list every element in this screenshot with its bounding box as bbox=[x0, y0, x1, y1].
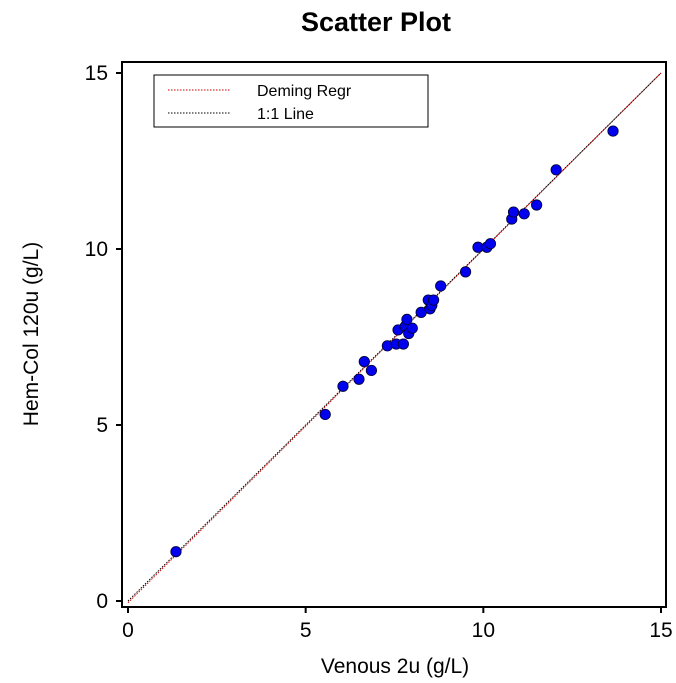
data-point bbox=[365, 364, 378, 377]
legend-box bbox=[153, 74, 429, 128]
data-point bbox=[397, 338, 409, 350]
data-point bbox=[518, 208, 530, 220]
x-tick-label: 15 bbox=[649, 619, 672, 642]
legend-label-deming: Deming Regr bbox=[257, 83, 352, 100]
deming-regression-line bbox=[127, 72, 662, 604]
data-point bbox=[358, 356, 370, 368]
data-point bbox=[170, 546, 182, 558]
data-point bbox=[406, 322, 418, 334]
x-axis-label: Venous 2u (g/L) bbox=[321, 655, 469, 678]
legend-label-identity: 1:1 Line bbox=[257, 106, 314, 123]
data-point bbox=[507, 206, 520, 218]
plot-area bbox=[121, 61, 667, 608]
data-point bbox=[427, 294, 440, 306]
y-tick-label: 0 bbox=[96, 590, 108, 613]
data-points bbox=[170, 125, 619, 558]
data-point bbox=[337, 380, 349, 392]
y-tick-label: 5 bbox=[96, 414, 108, 437]
x-tick-label: 0 bbox=[122, 619, 134, 642]
y-axis-ticks: 0 5 10 15 bbox=[85, 62, 122, 613]
identity-line bbox=[127, 72, 662, 602]
legend: Deming Regr 1:1 Line bbox=[153, 74, 429, 128]
x-axis-ticks: 0 5 10 15 bbox=[122, 607, 673, 642]
data-point bbox=[353, 373, 365, 385]
fit-lines bbox=[127, 72, 662, 604]
y-tick-label: 15 bbox=[85, 62, 108, 85]
data-point bbox=[531, 199, 543, 211]
data-point bbox=[484, 238, 497, 250]
data-point bbox=[319, 408, 331, 421]
data-point bbox=[435, 280, 447, 292]
data-point bbox=[607, 125, 619, 137]
x-tick-label: 10 bbox=[472, 619, 495, 642]
data-point bbox=[401, 313, 413, 325]
y-tick-label: 10 bbox=[85, 238, 108, 261]
chart-title: Scatter Plot bbox=[301, 7, 451, 37]
data-point bbox=[459, 266, 472, 278]
y-axis-label: Hem-Col 120u (g/L) bbox=[20, 242, 43, 426]
x-tick-label: 5 bbox=[300, 619, 312, 642]
data-point bbox=[550, 164, 562, 176]
